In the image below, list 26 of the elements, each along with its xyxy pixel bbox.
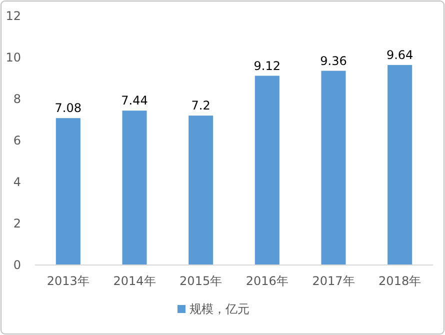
data-label: 9.12 [254,58,281,73]
y-tick-label: 2 [13,216,21,231]
x-tick-label: 2017年 [312,274,355,288]
bar [56,118,80,265]
y-tick-label: 8 [13,92,21,106]
data-label: 7.2 [191,98,210,113]
x-tick-label: 2014年 [113,274,156,288]
bar [188,116,214,265]
x-tick-label: 2018年 [378,274,422,288]
legend-label: 规模，亿元 [190,302,250,316]
data-label: 9.36 [320,54,347,68]
bar [321,70,346,265]
y-tick-label: 6 [13,134,21,148]
x-tick-label: 2013年 [46,274,90,288]
data-label: 9.64 [386,48,414,62]
y-tick-label: 12 [6,9,21,24]
bar [122,110,147,265]
x-tick-label: 2016年 [246,274,288,288]
data-label: 7.08 [54,101,82,116]
bar [388,64,412,265]
y-tick-label: 10 [6,50,21,65]
x-tick-label: 2015年 [180,274,222,288]
bar [254,76,280,265]
y-tick-label: 4 [13,175,21,190]
y-tick-label: 0 [13,258,21,272]
data-label: 7.44 [121,94,148,108]
